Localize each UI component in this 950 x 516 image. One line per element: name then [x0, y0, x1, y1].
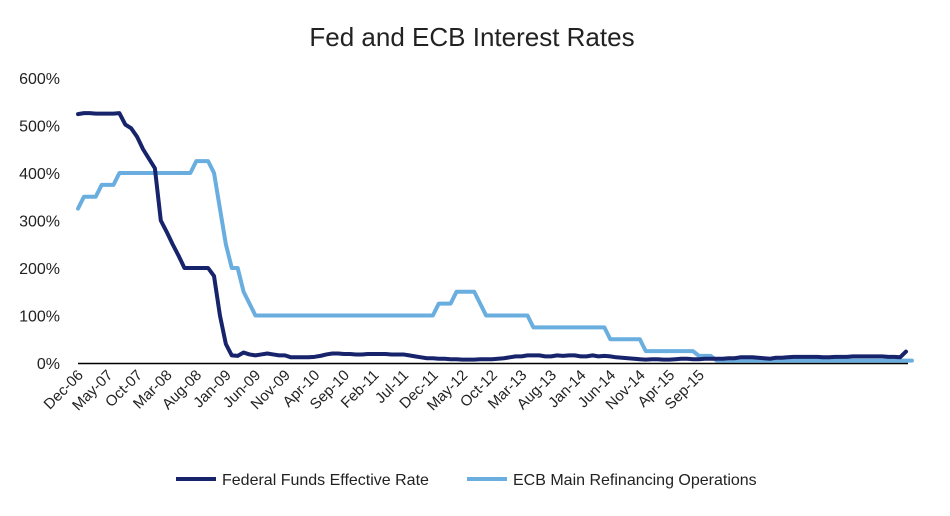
- chart-title: Fed and ECB Interest Rates: [309, 22, 634, 52]
- legend-label-fed: Federal Funds Effective Rate: [222, 472, 429, 489]
- y-tick-label: 600%: [19, 71, 60, 88]
- y-tick-label: 500%: [19, 119, 60, 136]
- series-line-fed: [76, 111, 908, 362]
- y-tick-label: 400%: [19, 166, 60, 183]
- x-axis-ticks: Dec-06May-07Oct-07Mar-08Aug-08Jan-09Jun-…: [41, 367, 708, 414]
- legend-label-ecb: ECB Main Refinancing Operations: [513, 472, 757, 489]
- y-axis-ticks: 0% 100% 200% 300% 400% 500% 600%: [19, 71, 60, 373]
- legend: Federal Funds Effective Rate ECB Main Re…: [176, 472, 757, 489]
- series-line-ecb: [76, 159, 914, 363]
- y-tick-label: 0%: [37, 356, 60, 373]
- y-tick-label: 200%: [19, 261, 60, 278]
- series-layer: [76, 111, 914, 363]
- y-tick-label: 100%: [19, 309, 60, 326]
- y-tick-label: 300%: [19, 214, 60, 231]
